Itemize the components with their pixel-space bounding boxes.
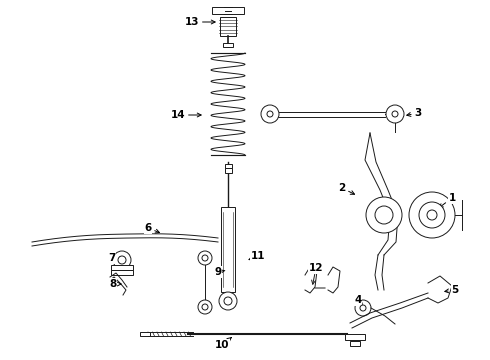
Bar bbox=[111, 265, 133, 270]
Bar bbox=[221, 207, 235, 292]
Bar bbox=[223, 43, 233, 47]
Bar bbox=[350, 341, 360, 346]
Circle shape bbox=[392, 111, 398, 117]
Text: 11: 11 bbox=[249, 251, 265, 261]
Bar bbox=[220, 17, 236, 36]
Bar bbox=[345, 334, 365, 340]
Circle shape bbox=[198, 300, 212, 314]
Text: 2: 2 bbox=[339, 183, 355, 194]
Text: 10: 10 bbox=[215, 338, 231, 350]
Circle shape bbox=[202, 255, 208, 261]
Text: 6: 6 bbox=[145, 223, 159, 233]
Text: 12: 12 bbox=[309, 263, 323, 273]
Circle shape bbox=[427, 210, 437, 220]
Bar bbox=[111, 270, 133, 275]
Circle shape bbox=[386, 105, 404, 123]
Text: 1: 1 bbox=[439, 193, 456, 208]
Circle shape bbox=[409, 192, 455, 238]
Bar bbox=[224, 168, 231, 173]
Circle shape bbox=[360, 305, 366, 311]
Circle shape bbox=[113, 251, 131, 269]
Circle shape bbox=[261, 105, 279, 123]
Circle shape bbox=[219, 292, 237, 310]
Text: 13: 13 bbox=[185, 17, 215, 27]
Circle shape bbox=[118, 256, 126, 264]
Circle shape bbox=[198, 251, 212, 265]
Text: 4: 4 bbox=[354, 295, 363, 308]
Text: 9: 9 bbox=[215, 267, 225, 277]
Bar bbox=[140, 332, 150, 336]
Circle shape bbox=[366, 197, 402, 233]
Bar bbox=[224, 164, 231, 168]
Circle shape bbox=[419, 202, 445, 228]
Circle shape bbox=[375, 206, 393, 224]
Circle shape bbox=[355, 300, 371, 316]
Text: 8: 8 bbox=[109, 279, 121, 289]
Text: 3: 3 bbox=[407, 108, 421, 118]
Text: 5: 5 bbox=[445, 285, 459, 295]
Text: 14: 14 bbox=[171, 110, 201, 120]
Circle shape bbox=[224, 297, 232, 305]
FancyBboxPatch shape bbox=[212, 7, 244, 14]
Circle shape bbox=[267, 111, 273, 117]
Text: 7: 7 bbox=[108, 253, 123, 263]
Circle shape bbox=[202, 304, 208, 310]
